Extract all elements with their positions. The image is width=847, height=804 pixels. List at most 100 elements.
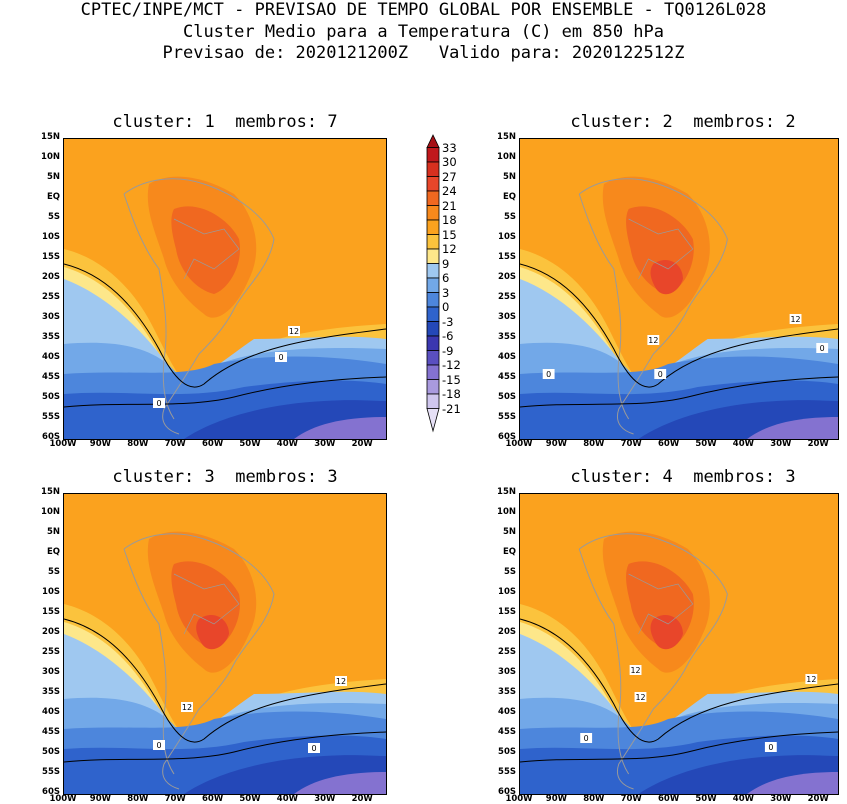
latitude-tick-label: 15S: [42, 607, 60, 617]
colorbar-segment: [426, 277, 440, 293]
longitude-tick-label: 90W: [545, 794, 567, 804]
latitude-tick-label: EQ: [502, 192, 516, 202]
latitude-tick-label: 25S: [42, 647, 60, 657]
longitude-tick-label: 50W: [239, 439, 261, 449]
latitude-tick-label: 5S: [503, 212, 516, 222]
longitude-tick-label: 100W: [505, 794, 533, 804]
latitude-tick-label: 60S: [42, 787, 60, 797]
latitude-tick-label: 40S: [498, 352, 516, 362]
title-line-3: Previsao de: 2020121200Z Valido para: 20…: [162, 43, 685, 63]
latitude-tick-label: 55S: [498, 412, 516, 422]
colorbar-segment: [426, 219, 440, 235]
longitude-tick-label: 70W: [164, 794, 186, 804]
temperature-map-panel: 12 0 0: [63, 138, 387, 440]
panel-title: cluster: 1 membros: 7: [112, 112, 338, 132]
latitude-tick-label: 30S: [498, 667, 516, 677]
colorbar-label: -21: [442, 401, 461, 416]
colorbar-label: -9: [442, 343, 454, 358]
contour-label: 12: [289, 327, 299, 336]
latitude-tick-label: 5N: [502, 527, 516, 537]
colorbar-segment: [426, 379, 440, 395]
latitude-tick-label: 45S: [498, 727, 516, 737]
latitude-tick-label: 10S: [498, 232, 516, 242]
contour-label: 12: [635, 693, 645, 702]
temperature-map-panel: 12 12 12 0 0: [519, 493, 839, 795]
colorbar-label: 21: [442, 198, 457, 213]
longitude-tick-label: 100W: [49, 439, 77, 449]
title-line-1: CPTEC/INPE/MCT - PREVISAO DE TEMPO GLOBA…: [80, 0, 767, 20]
contour-label: 12: [631, 666, 641, 675]
latitude-tick-label: 5N: [46, 527, 60, 537]
temperature-map-panel: 12 12 0 0: [63, 493, 387, 795]
longitude-tick-label: 20W: [807, 439, 829, 449]
colorbar-segment: [426, 205, 440, 221]
colorbar-label: 27: [442, 169, 457, 184]
colorbar-segment: [426, 306, 440, 322]
longitude-tick-label: 50W: [239, 794, 261, 804]
latitude-tick-label: 15S: [498, 252, 516, 262]
latitude-tick-label: 50S: [42, 747, 60, 757]
longitude-tick-label: 30W: [314, 794, 336, 804]
colorbar-label: 18: [442, 213, 457, 227]
latitude-tick-label: 35S: [498, 332, 516, 342]
latitude-tick-label: 60S: [498, 432, 516, 442]
latitude-tick-label: 10N: [41, 507, 60, 517]
latitude-tick-label: 15N: [497, 132, 516, 142]
latitude-tick-label: 20S: [42, 272, 60, 282]
longitude-tick-label: 50W: [695, 794, 717, 804]
latitude-tick-label: 15S: [498, 607, 516, 617]
latitude-tick-label: 5S: [47, 567, 60, 577]
contour-label: 0: [820, 344, 825, 353]
latitude-tick-label: 55S: [42, 412, 60, 422]
longitude-tick-label: 70W: [164, 439, 186, 449]
longitude-tick-label: 20W: [807, 794, 829, 804]
colorbar-label: 6: [442, 271, 450, 285]
colorbar-label: 3: [442, 285, 450, 300]
latitude-tick-label: 40S: [498, 707, 516, 717]
colorbar-segment: [426, 234, 440, 250]
longitude-tick-label: 100W: [49, 794, 77, 804]
latitude-tick-label: 20S: [498, 627, 516, 637]
latitude-tick-label: EQ: [502, 547, 516, 557]
latitude-tick-label: 15N: [41, 132, 60, 142]
contour-label: 0: [658, 370, 663, 379]
colorbar-segment: [426, 176, 440, 192]
contour-label: 12: [182, 703, 192, 712]
latitude-tick-label: 10S: [42, 587, 60, 597]
longitude-tick-label: 30W: [770, 439, 792, 449]
panel-title: cluster: 4 membros: 3: [570, 467, 796, 487]
contour-label: 12: [648, 336, 658, 345]
colorbar-segment: [426, 408, 440, 433]
latitude-tick-label: 10N: [41, 152, 60, 162]
latitude-tick-label: 25S: [498, 647, 516, 657]
colorbar-label: 30: [442, 155, 457, 169]
longitude-tick-label: 40W: [276, 439, 298, 449]
colorbar-segment: [426, 292, 440, 308]
contour-label: 0: [156, 399, 161, 408]
colorbar-label: 12: [442, 242, 457, 256]
colorbar-label: 24: [442, 184, 457, 198]
colorbar-label: 15: [442, 227, 457, 242]
latitude-tick-label: 55S: [498, 767, 516, 777]
longitude-tick-label: 30W: [314, 439, 336, 449]
latitude-tick-label: 5S: [47, 212, 60, 222]
longitude-tick-label: 60W: [201, 439, 224, 449]
colorbar-segment: [426, 147, 440, 163]
colorbar-label: 33: [442, 140, 457, 155]
contour-label: 12: [791, 315, 801, 324]
latitude-tick-label: 20S: [42, 627, 60, 637]
colorbar-segment: [426, 350, 440, 366]
latitude-tick-label: 10S: [42, 232, 60, 242]
latitude-tick-label: 30S: [42, 312, 60, 322]
longitude-tick-label: 30W: [770, 794, 792, 804]
contour-label: 0: [584, 734, 589, 743]
panel-title: cluster: 3 membros: 3: [112, 467, 338, 487]
colorbar-label: -3: [442, 314, 454, 329]
latitude-tick-label: EQ: [46, 192, 60, 202]
latitude-tick-label: 25S: [498, 292, 516, 302]
colorbar-segment: [426, 393, 440, 409]
colorbar-segment: [426, 248, 440, 264]
longitude-tick-label: 40W: [276, 794, 298, 804]
latitude-tick-label: 30S: [42, 667, 60, 677]
colorbar-segment: [426, 364, 440, 380]
